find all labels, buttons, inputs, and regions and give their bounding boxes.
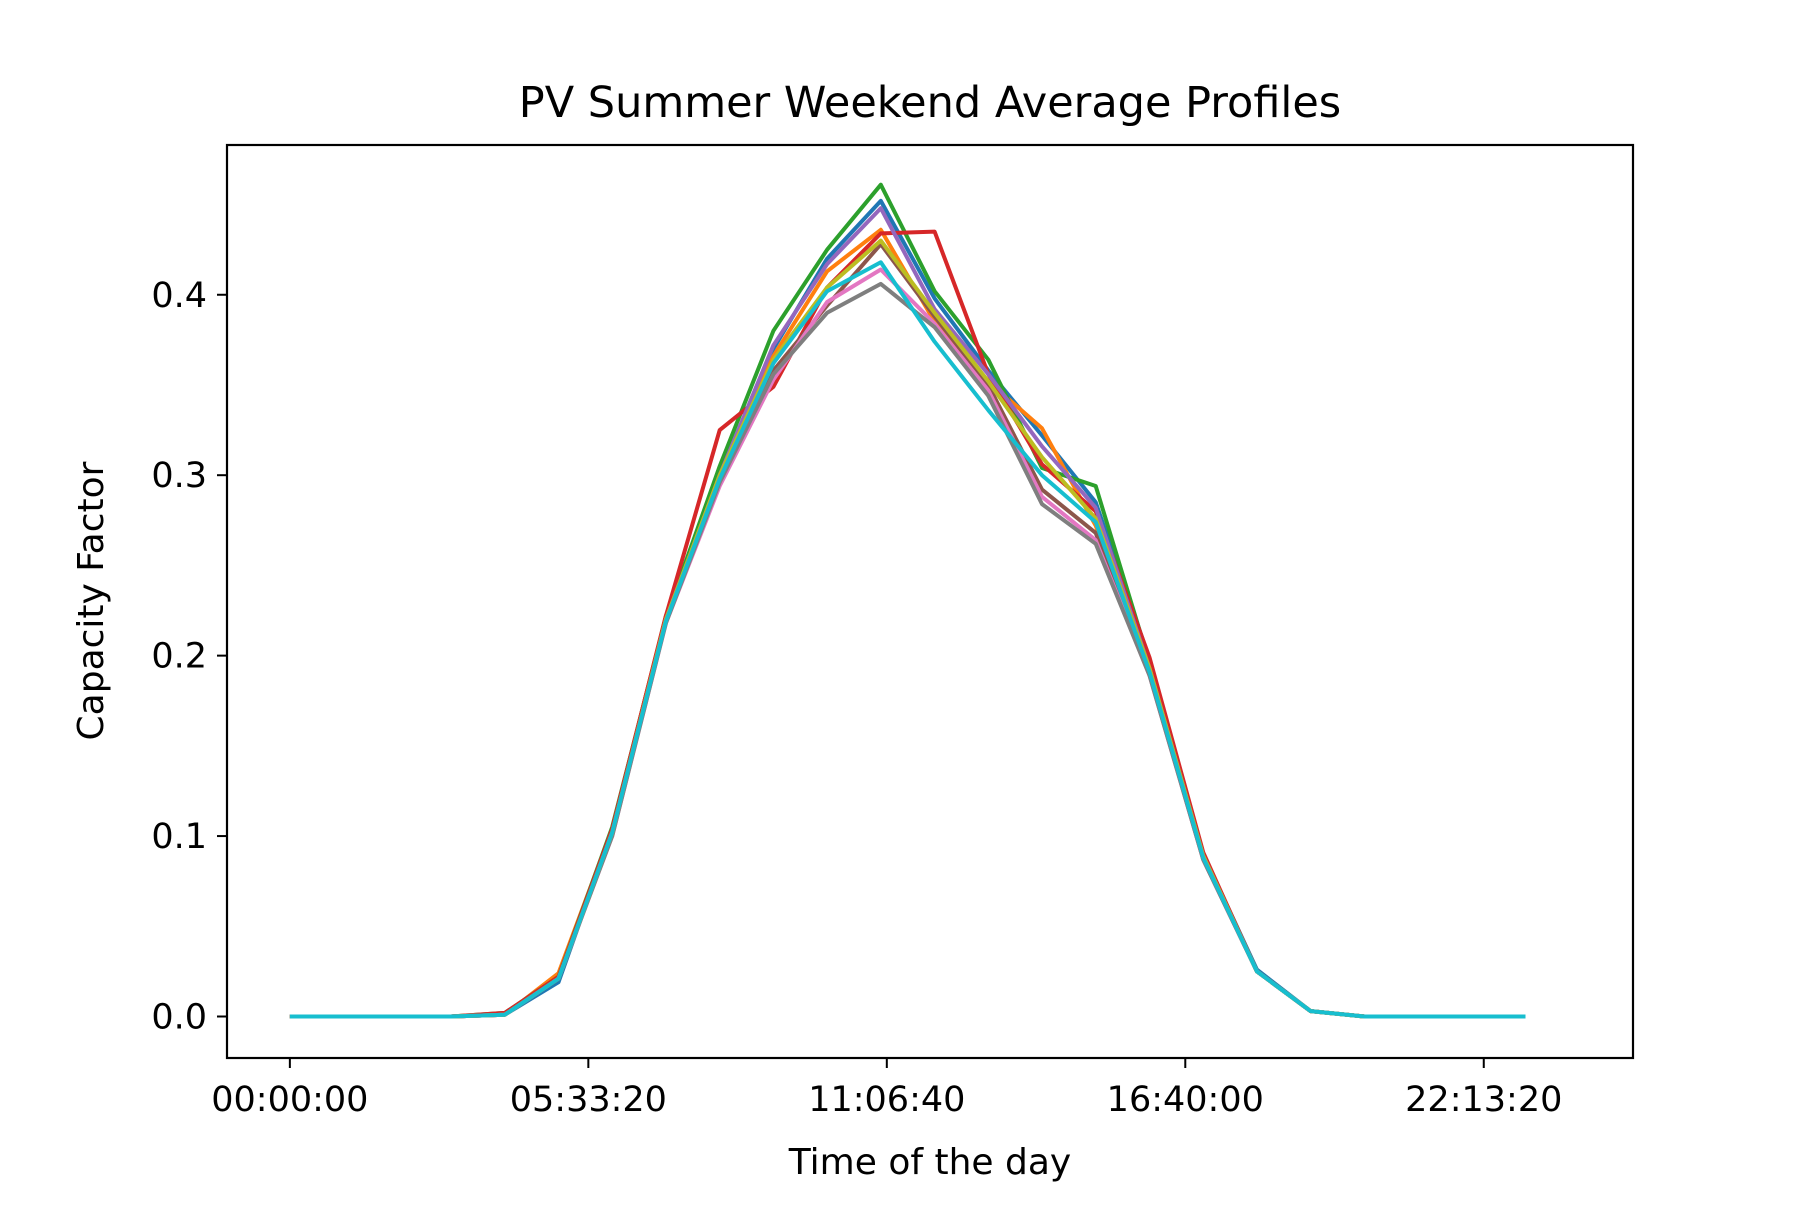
series-layer (289, 182, 1526, 1019)
y-tick-label: 0.0 (151, 998, 207, 1038)
chart-title: PV Summer Weekend Average Profiles (519, 78, 1341, 128)
y-tick-label: 0.4 (151, 276, 207, 316)
axes-layer: 00:00:00 05:33:20 11:06:40 16:40:00 22:13:20… (151, 276, 1562, 1120)
y-tick-label: 0.2 (151, 637, 207, 677)
series-line-10 (289, 260, 1526, 1019)
x-tick-label: 05:33:20 (510, 1080, 667, 1120)
x-axis-label: Time of the day (788, 1142, 1071, 1183)
x-tick-label: 22:13:20 (1405, 1080, 1562, 1120)
x-tick-label: 00:00:00 (211, 1080, 368, 1120)
x-tick-label: 16:40:00 (1107, 1080, 1264, 1120)
x-tick-label: 11:06:40 (808, 1080, 965, 1120)
y-axis-label: Capacity Factor (71, 461, 112, 740)
y-tick-label: 0.3 (151, 456, 207, 496)
plot-area-frame (225, 143, 1635, 1060)
y-tick-label: 0.1 (151, 817, 207, 857)
